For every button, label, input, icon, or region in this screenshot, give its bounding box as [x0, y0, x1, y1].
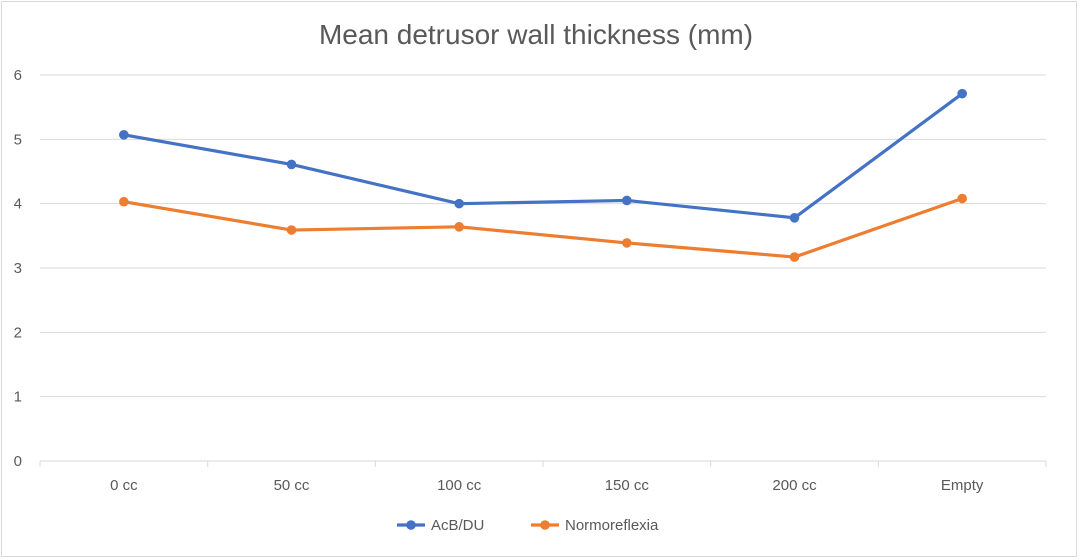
data-point [622, 238, 632, 248]
data-point [119, 196, 129, 207]
data-point [454, 222, 464, 232]
data-point [789, 252, 800, 262]
gridlines [40, 74, 1046, 398]
data-point [119, 130, 129, 140]
x-tick-label: 150 cc [605, 477, 650, 494]
data-point [622, 195, 632, 206]
legend-marker [540, 520, 550, 530]
data-point [454, 198, 464, 209]
y-tick-label: 4 [14, 196, 22, 213]
legend-marker [406, 520, 416, 530]
data-point [286, 159, 297, 170]
y-tick-label: 2 [14, 324, 22, 341]
legend: AcB/DU Normoreflexia [397, 517, 659, 534]
x-axis-labels: 0 cc 50 cc 100 cc 150 cc 200 cc Empty [110, 477, 984, 494]
y-tick-label: 0 [14, 453, 22, 470]
legend-label: AcB/DU [431, 517, 484, 534]
y-tick-label: 6 [14, 67, 22, 84]
data-point [789, 213, 800, 223]
y-tick-label: 5 [14, 131, 22, 148]
y-axis: 0 1 2 3 4 5 6 [14, 67, 22, 470]
series-line [122, 196, 964, 259]
x-tick-label: Empty [941, 477, 984, 494]
y-tick-label: 1 [14, 389, 22, 406]
x-axis [39, 460, 1047, 467]
data-point [286, 225, 297, 235]
x-tick-label: 100 cc [437, 477, 482, 494]
x-tick-label: 200 cc [772, 477, 817, 494]
x-tick-label: 50 cc [274, 477, 310, 494]
data-point [957, 193, 967, 204]
chart-title: Mean detrusor wall thickness (mm) [319, 19, 753, 50]
series-line [122, 92, 964, 220]
x-tick-label: 0 cc [110, 477, 138, 494]
legend-label: Normoreflexia [565, 517, 659, 534]
y-tick-label: 3 [14, 260, 22, 277]
series-lines [119, 88, 967, 262]
data-point [957, 88, 967, 99]
